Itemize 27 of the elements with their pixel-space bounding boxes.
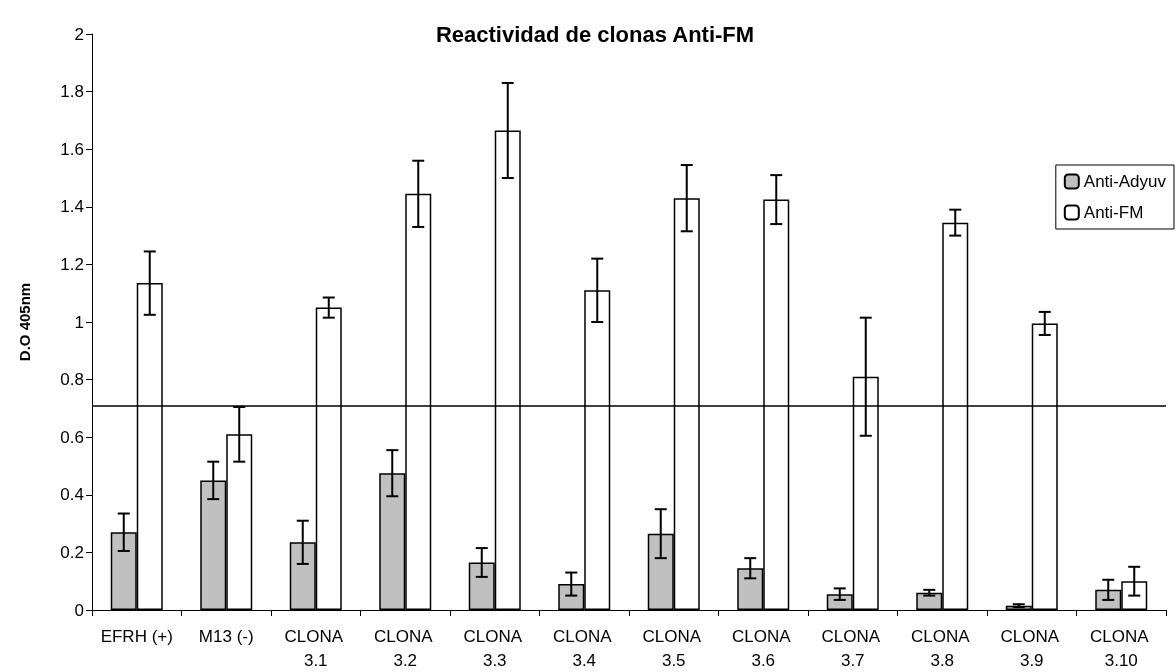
x-tick-label: CLONA 3.5	[642, 626, 705, 670]
y-tick-label: 0.6	[60, 427, 84, 447]
y-tick-label: 1.8	[60, 82, 84, 102]
y-tick-label: 0.2	[60, 542, 84, 562]
y-tick-label: 2	[74, 24, 84, 44]
x-tick-label: CLONA 3.9	[1000, 626, 1063, 670]
x-tick-label: CLONA 3.1	[284, 626, 347, 670]
x-tick-label: M13 (-)	[198, 626, 254, 646]
y-tick-label: 1.4	[60, 197, 84, 217]
x-tick-label: CLONA 3.2	[374, 626, 437, 670]
x-tick-label: EFRH (+)	[100, 626, 173, 646]
legend-label: Anti-FM	[1083, 203, 1144, 222]
y-tick-label: 0.4	[60, 485, 84, 505]
x-tick-label: CLONA 3.7	[821, 626, 884, 670]
y-tick-label: 1.2	[60, 254, 84, 274]
x-tick-label: CLONA 3.3	[463, 626, 526, 670]
chart-title: Reactividad de clonas Anti-FM	[435, 21, 755, 47]
y-tick-label: 0	[74, 600, 84, 620]
y-tick-label: 1.6	[60, 139, 84, 159]
x-tick-label: CLONA 3.10	[1090, 626, 1153, 670]
x-tick-label: CLONA 3.8	[911, 626, 974, 670]
x-tick-label: CLONA 3.6	[732, 626, 795, 670]
y-tick-label: 1	[74, 312, 84, 332]
legend-label: Anti-Adyuv	[1083, 172, 1167, 191]
y-tick-label: 0.8	[60, 370, 84, 390]
y-axis-title: D.O 405nm	[16, 282, 33, 362]
x-tick-label: CLONA 3.4	[553, 626, 616, 670]
